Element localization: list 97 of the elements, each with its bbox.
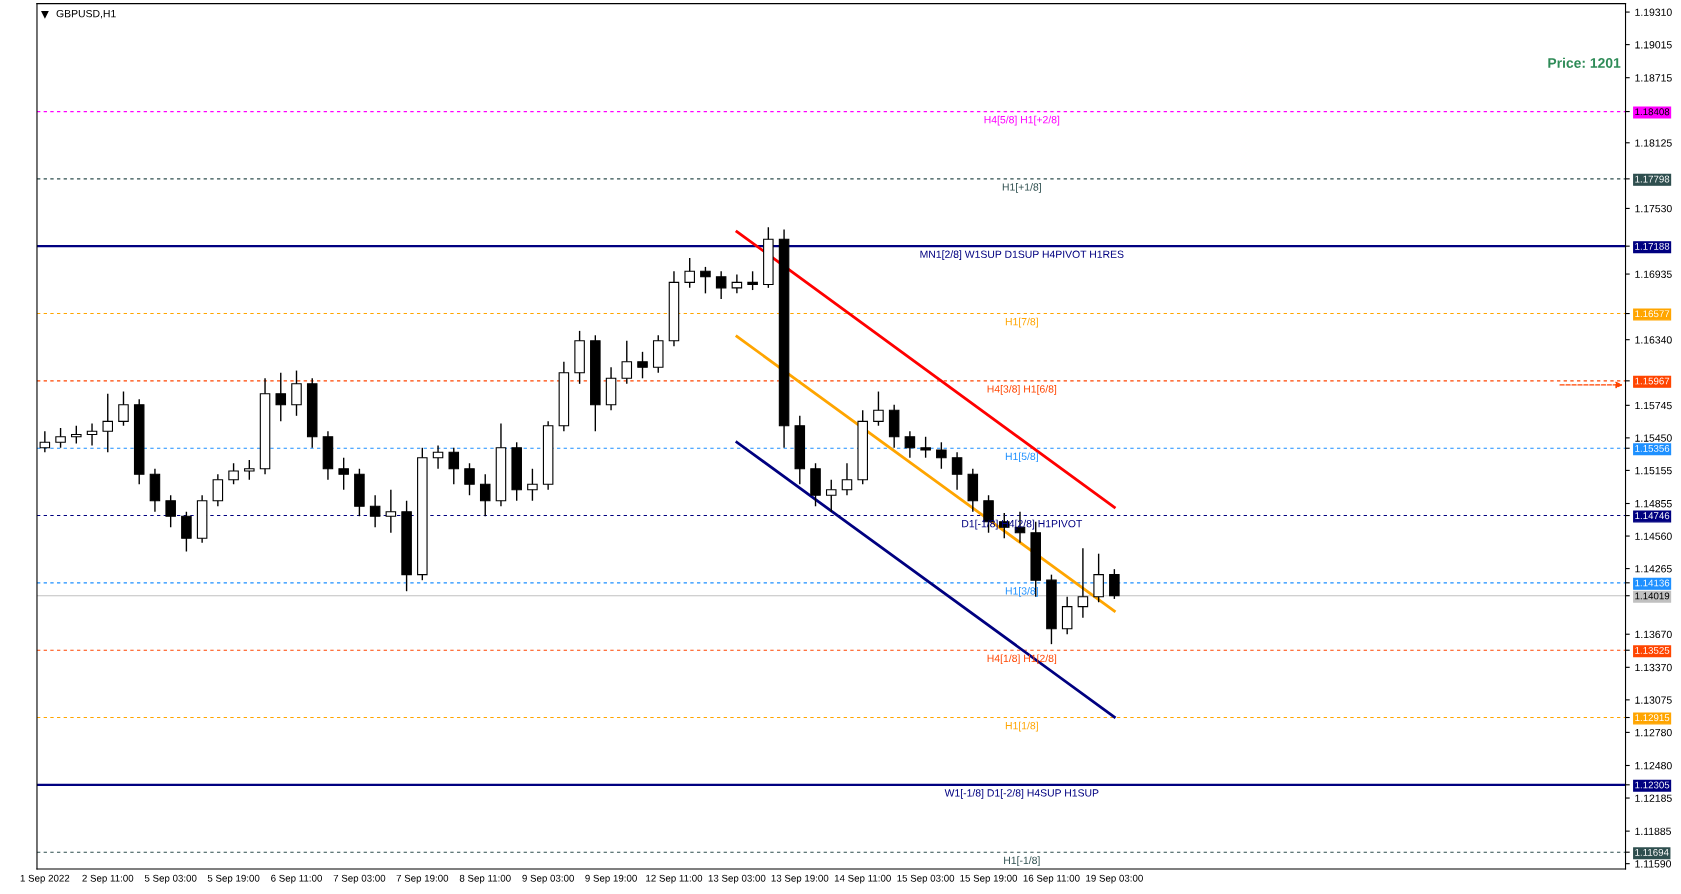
- y-tick-label: 1.17188: [1635, 242, 1670, 250]
- x-tick-label: 8 Sep 11:00: [459, 874, 511, 884]
- x-tick-label: 7 Sep 03:00: [333, 874, 386, 884]
- y-tick-label: 1.17530: [1635, 204, 1672, 213]
- candlestick: [275, 372, 287, 423]
- candlestick: [165, 494, 176, 528]
- y-tick-label: 1.14019: [1635, 592, 1670, 600]
- y-tick-label: 1.12305: [1635, 781, 1670, 789]
- y-tick-label: 1.19015: [1635, 41, 1672, 49]
- candlestick: [1077, 547, 1089, 619]
- candlestick: [841, 462, 853, 496]
- candlestick: [1061, 596, 1073, 635]
- x-tick-label: 2 Sep 11:00: [82, 874, 134, 884]
- candlestick: [527, 468, 538, 502]
- y-tick-label: 1.12780: [1635, 728, 1672, 737]
- y-tick-label: 1.14855: [1635, 500, 1672, 508]
- candlestick: [464, 462, 475, 496]
- y-tick-label: 1.19310: [1635, 8, 1672, 16]
- x-tick-label: 12 Sep 11:00: [646, 874, 703, 884]
- y-tick-label: 1.12480: [1635, 762, 1672, 770]
- x-tick-label: 16 Sep 11:00: [1023, 874, 1080, 884]
- y-tick-label: 1.14746: [1635, 512, 1670, 520]
- y-tick-label: 1.13370: [1635, 663, 1672, 672]
- candlestick: [244, 459, 255, 481]
- x-tick-label: 7 Sep 19:00: [396, 874, 449, 884]
- ref-line-label: W1[-1/8] D1[-2/8] H4SUP H1SUP: [944, 788, 1099, 799]
- candlestick: [1109, 568, 1120, 600]
- candlestick: [1093, 553, 1104, 603]
- candlestick: [212, 473, 224, 507]
- y-tick-label: 1.14560: [1635, 532, 1672, 540]
- candlestick: [825, 479, 837, 513]
- ref-line-label: H1[1/8]: [1005, 721, 1038, 732]
- candlestick: [181, 511, 192, 553]
- y-tick-label: 1.12185: [1635, 794, 1672, 802]
- candlestick: [118, 390, 129, 427]
- candlestick: [920, 436, 931, 459]
- y-tick-label: 1.11590: [1635, 860, 1672, 868]
- y-tick-label: 1.15967: [1635, 377, 1670, 385]
- x-tick-label: 6 Sep 11:00: [271, 874, 322, 884]
- y-tick-label: 1.18408: [1635, 108, 1670, 116]
- candlestick: [385, 489, 397, 534]
- candlestick: [291, 369, 302, 417]
- y-tick-label: 1.13075: [1635, 696, 1672, 704]
- y-tick-label: 1.15155: [1635, 467, 1672, 475]
- y-tick-label: 1.15450: [1635, 434, 1672, 442]
- candlestick: [102, 393, 114, 453]
- x-tick-label: 14 Sep 11:00: [834, 874, 891, 884]
- ref-line-label: MN1[2/8] W1SUP D1SUP H4PIVOT H1RES: [920, 250, 1124, 261]
- x-tick-label: 13 Sep 03:00: [708, 874, 766, 884]
- x-tick-label: 9 Sep 03:00: [522, 874, 574, 884]
- y-tick-label: 1.14265: [1635, 565, 1672, 573]
- candlestick: [700, 266, 711, 295]
- candlestick: [715, 270, 727, 300]
- annotation: Price: 1201: [1548, 57, 1621, 68]
- candlestick: [338, 457, 349, 491]
- x-tick-label: 19 Sep 03:00: [1086, 874, 1143, 884]
- ref-line-label: H4[5/8] H1[+2/8]: [984, 115, 1060, 126]
- y-tick-label: 1.15356: [1635, 444, 1670, 452]
- candlestick: [684, 257, 695, 289]
- candlestick: [873, 390, 884, 427]
- candlestick: [448, 447, 460, 485]
- y-tick-label: 1.17798: [1635, 175, 1670, 183]
- y-tick-label: 1.13670: [1635, 630, 1672, 639]
- candlestick: [904, 430, 916, 459]
- x-tick-label: 5 Sep 03:00: [144, 874, 197, 884]
- text: GBPUSD,H1: [56, 9, 116, 19]
- ref-line-label: H1[-1/8]: [1004, 856, 1040, 867]
- ref-line-label: H1[5/8]: [1005, 452, 1038, 463]
- y-tick-label: 1.18125: [1635, 139, 1672, 147]
- candlestick: [747, 270, 758, 291]
- x-tick-label: 15 Sep 19:00: [960, 874, 1018, 884]
- candlestick: [55, 427, 66, 449]
- ref-line-label: H4[3/8] H1[6/8]: [987, 385, 1057, 395]
- ref-line-label: H1[7/8]: [1005, 317, 1038, 328]
- x-tick-label: 5 Sep 19:00: [207, 874, 260, 884]
- candlestick: [637, 351, 648, 379]
- x-tick-label: 9 Sep 19:00: [585, 874, 637, 884]
- candlestick: [951, 451, 963, 491]
- candlestick: [369, 494, 381, 528]
- y-tick-label: 1.14136: [1635, 579, 1670, 587]
- y-tick-label: 1.18715: [1635, 74, 1672, 82]
- y-tick-label: 1.12915: [1635, 714, 1670, 722]
- y-tick-label: 1.16577: [1635, 310, 1670, 318]
- y-tick-label: 1.16340: [1635, 336, 1672, 344]
- candlestick: [228, 462, 239, 485]
- y-tick-label: 1.11694: [1635, 848, 1669, 856]
- x-tick-label: 15 Sep 03:00: [897, 874, 955, 884]
- candlestick: [621, 340, 633, 385]
- candlestick: [479, 473, 491, 517]
- y-tick-label: 1.16935: [1635, 270, 1672, 278]
- y-tick-label: 1.13525: [1635, 646, 1670, 654]
- x-tick-label: 1 Sep 2022: [20, 874, 70, 884]
- ref-line-label: H1[+1/8]: [1002, 183, 1041, 193]
- candlestick: [936, 441, 947, 470]
- y-tick-label: 1.15745: [1635, 401, 1672, 410]
- x-tick-label: 13 Sep 19:00: [771, 874, 829, 884]
- y-tick-label: 1.11885: [1635, 827, 1671, 836]
